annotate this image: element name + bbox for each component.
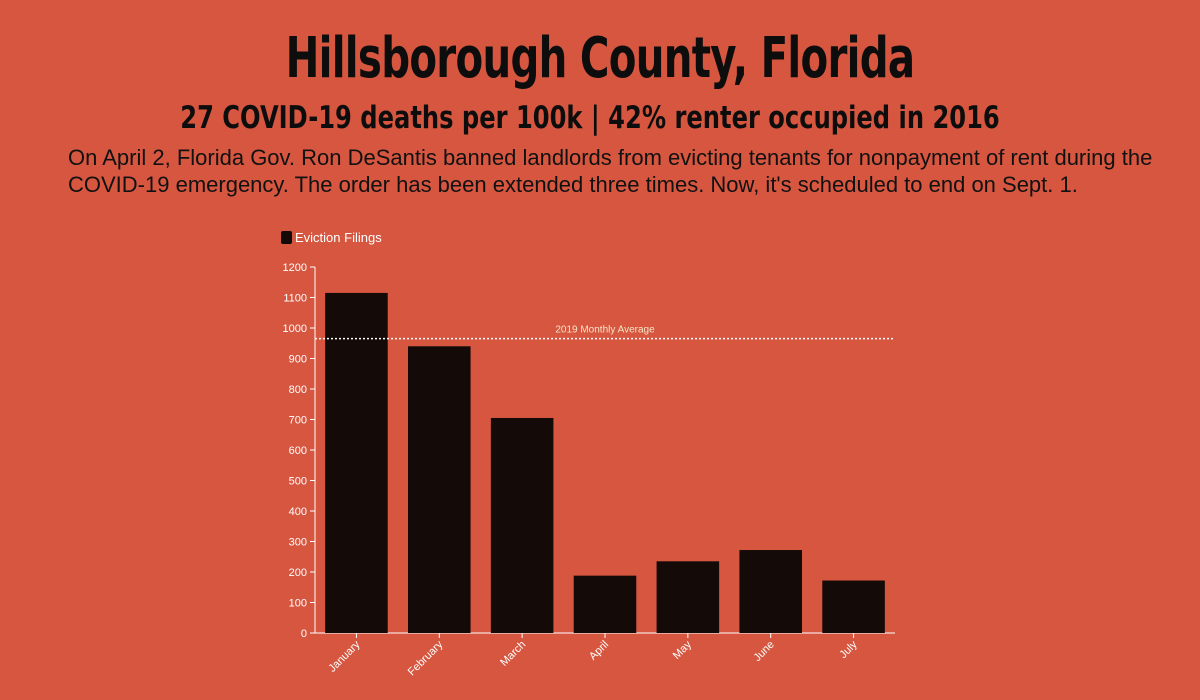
bar-february[interactable] bbox=[408, 346, 471, 633]
y-tick-label: 500 bbox=[289, 476, 307, 488]
x-tick-label: June bbox=[751, 639, 776, 664]
legend-label: Eviction Filings bbox=[295, 230, 382, 245]
bar-april[interactable] bbox=[573, 575, 637, 633]
x-tick-label: January bbox=[326, 638, 363, 675]
y-tick-label: 300 bbox=[289, 537, 307, 549]
y-tick-label: 900 bbox=[289, 354, 307, 366]
reference-line-label: 2019 Monthly Average bbox=[555, 325, 655, 336]
bar-may[interactable] bbox=[656, 561, 720, 633]
bar-march[interactable] bbox=[490, 417, 554, 633]
legend-swatch bbox=[281, 231, 292, 244]
reference-line-group: 2019 Monthly Average bbox=[315, 325, 895, 340]
y-tick-label: 800 bbox=[289, 384, 307, 396]
x-tick-label: April bbox=[587, 639, 611, 663]
y-tick-label: 1100 bbox=[283, 293, 307, 305]
bar-january[interactable] bbox=[325, 292, 388, 633]
y-tick-label: 400 bbox=[289, 506, 307, 518]
bars-group bbox=[325, 292, 885, 633]
chart-legend[interactable]: Eviction Filings bbox=[281, 230, 382, 245]
page-title: Hillsborough County, Florida bbox=[285, 26, 916, 91]
page-subtitle: 27 COVID-19 deaths per 100k | 42% renter… bbox=[180, 100, 1000, 136]
y-tick-label: 1000 bbox=[283, 323, 307, 335]
y-axis: 0 100 200 300 400 500 600 700 800 900 1000 1100 1200 bbox=[283, 262, 316, 640]
bar-june[interactable] bbox=[739, 550, 802, 633]
y-tick-label: 600 bbox=[289, 445, 307, 457]
x-tick-label: May bbox=[671, 638, 695, 662]
description-text: On April 2, Florida Gov. Ron DeSantis ba… bbox=[68, 145, 1153, 197]
x-tick-label: July bbox=[837, 638, 860, 661]
y-tick-label: 700 bbox=[289, 415, 307, 427]
x-tick-label: March bbox=[498, 639, 528, 669]
y-tick-label: 1200 bbox=[283, 262, 307, 274]
x-axis: January February March April May June July bbox=[315, 632, 895, 678]
y-tick-label: 200 bbox=[289, 567, 307, 579]
x-tick-label: February bbox=[406, 638, 446, 678]
bar-july[interactable] bbox=[822, 580, 885, 633]
y-tick-label: 0 bbox=[301, 628, 307, 640]
y-tick-label: 100 bbox=[289, 598, 307, 610]
